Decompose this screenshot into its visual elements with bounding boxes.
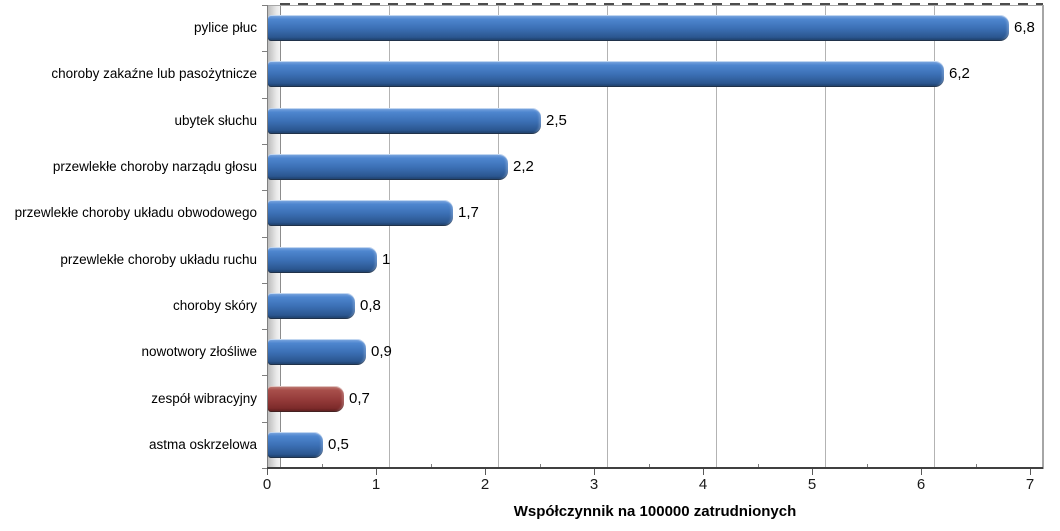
category-axis-tick [262, 375, 267, 376]
value-label: 2,2 [513, 158, 534, 175]
value-label: 0,9 [371, 343, 392, 360]
value-axis-major-tick [1030, 469, 1031, 475]
value-axis-tick-label: 2 [480, 476, 490, 493]
value-axis-tick-label: 4 [698, 476, 708, 493]
value-axis-minor-tick [430, 464, 432, 467]
value-axis-tick-label: 5 [807, 476, 817, 493]
category-label: ubytek słuchu [174, 113, 257, 128]
category-axis-tick [262, 190, 267, 191]
value-label: 0,5 [328, 436, 349, 453]
plot-right-border [1042, 5, 1044, 469]
bar [268, 154, 508, 180]
category-axis-tick [262, 98, 267, 99]
value-axis-major-tick [703, 469, 704, 475]
value-axis-minor-tick [975, 464, 977, 467]
value-axis-minor-tick [321, 464, 323, 467]
bar [268, 200, 453, 226]
category-axis-tick [262, 422, 267, 423]
category-label: choroby skóry [172, 298, 257, 313]
gridline [716, 5, 717, 468]
value-label: 1 [382, 251, 391, 268]
category-label: przewlekłe choroby układu obwodowego [14, 205, 257, 220]
category-axis-tick [262, 144, 267, 145]
category-axis-tick [262, 237, 267, 238]
x-axis-title: Współczynnik na 100000 zatrudnionych [513, 503, 797, 520]
category-axis-tick [262, 468, 267, 469]
gridline [934, 5, 935, 468]
value-label: 6,2 [949, 65, 970, 82]
bar [268, 108, 541, 134]
value-axis-major-tick [267, 469, 268, 475]
category-axis-tick [262, 283, 267, 284]
value-label: 0,7 [349, 390, 370, 407]
value-label: 1,7 [458, 204, 479, 221]
category-axis-tick [262, 329, 267, 330]
bar-highlighted [268, 386, 344, 412]
value-axis-major-tick [921, 469, 922, 475]
plot-top-dashes [280, 3, 1043, 5]
gridline [498, 5, 499, 468]
value-axis-major-tick [485, 469, 486, 475]
category-label: zespół wibracyjny [151, 391, 257, 406]
category-axis-tick [262, 5, 267, 6]
value-axis-tick-label: 6 [916, 476, 926, 493]
category-axis-line [267, 5, 268, 468]
value-axis-minor-tick [757, 464, 759, 467]
value-axis-tick-label: 7 [1025, 476, 1035, 493]
value-axis-tick-label: 3 [589, 476, 599, 493]
category-label: pylice płuc [193, 20, 257, 35]
value-axis-minor-tick [866, 464, 868, 467]
value-axis-tick-label: 1 [371, 476, 381, 493]
category-label: astma oskrzelowa [148, 437, 257, 452]
value-axis-minor-tick [539, 464, 541, 467]
bar [268, 247, 377, 273]
bar [268, 339, 366, 365]
value-label: 6,8 [1014, 19, 1035, 36]
bar [268, 293, 355, 319]
bar [268, 61, 944, 87]
value-axis-tick-label: 0 [262, 476, 272, 493]
bar [268, 15, 1009, 41]
value-label: 0,8 [360, 297, 381, 314]
value-axis-major-tick [594, 469, 595, 475]
gridline [389, 5, 390, 468]
category-label: choroby zakaźne lub pasożytnicze [51, 66, 257, 81]
plot-top-border [267, 5, 1043, 6]
value-axis-major-tick [812, 469, 813, 475]
gridline [825, 5, 826, 468]
gridline [607, 5, 608, 468]
category-label: przewlekłe choroby narządu głosu [52, 159, 257, 174]
category-axis-tick [262, 51, 267, 52]
bar [268, 432, 323, 458]
value-label: 2,5 [546, 112, 567, 129]
value-axis-minor-tick [648, 464, 650, 467]
value-axis-line [267, 467, 1043, 469]
category-label: nowotwory złośliwe [141, 344, 257, 359]
category-label: przewlekłe choroby układu ruchu [60, 252, 257, 267]
value-axis-major-tick [376, 469, 377, 475]
